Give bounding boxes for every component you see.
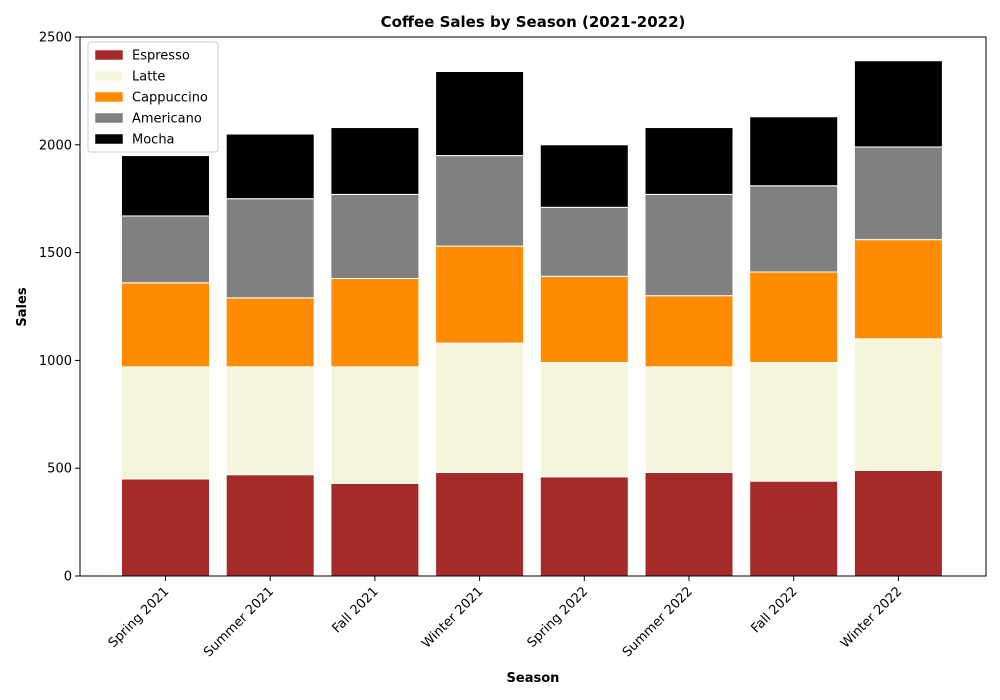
y-axis: 0 500 1000 1500 2000 2500 [39, 31, 80, 585]
x-tick-label: Winter 2022 [838, 584, 905, 651]
bar-cappuccino-3 [330, 277, 420, 368]
y-tick-label: 0 [64, 570, 72, 585]
x-tick-label: Summer 2021 [201, 584, 277, 660]
legend-swatch-latte [94, 70, 124, 82]
bar-americano-8 [853, 146, 943, 241]
bar-espresso-4 [435, 472, 525, 577]
legend-label-mocha: Mocha [132, 133, 175, 148]
bar-cappuccino-2 [225, 297, 315, 368]
y-tick-label: 500 [47, 462, 72, 477]
plot-frame [79, 36, 987, 577]
x-tick-label: Fall 2021 [330, 584, 382, 636]
bar-latte-7 [749, 362, 839, 482]
bar-espresso-3 [330, 482, 420, 577]
bar-espresso-5 [539, 476, 629, 577]
bar-americano-6 [644, 193, 734, 297]
legend-label-cappuccino: Cappuccino [132, 91, 208, 106]
y-tick-label: 2000 [39, 138, 72, 153]
bar-espresso-8 [853, 469, 943, 577]
bar-mocha-4 [435, 70, 525, 157]
bar-mocha-6 [644, 127, 734, 195]
x-tick-label: Summer 2022 [620, 584, 696, 660]
bar-mocha-2 [225, 133, 315, 200]
bar-mocha-8 [853, 60, 943, 148]
x-axis-label: Season [507, 671, 560, 686]
y-tick-label: 2500 [39, 31, 72, 46]
bar-cappuccino-1 [121, 282, 210, 368]
bar-cappuccino-5 [539, 275, 629, 364]
legend-box [87, 41, 219, 153]
bar-espresso-2 [225, 474, 315, 577]
legend-swatch-americano [94, 112, 124, 124]
y-tick-label: 1000 [39, 354, 72, 369]
x-tick-label: Fall 2022 [748, 584, 800, 636]
bar-latte-2 [225, 366, 315, 476]
bar-americano-4 [435, 155, 525, 247]
bar-espresso-1 [121, 478, 210, 577]
y-axis-label: Sales [15, 287, 30, 326]
x-axis: Spring 2021 Summer 2021 Fall 2021 Winter 20… [106, 576, 905, 660]
x-tick-label: Spring 2021 [106, 584, 173, 651]
bar-americano-3 [330, 193, 420, 279]
bar-cappuccino-4 [435, 245, 525, 344]
bar-mocha-7 [749, 116, 839, 187]
chart-title: Coffee Sales by Season (2021-2022) [381, 13, 686, 31]
bar-espresso-6 [644, 472, 734, 577]
legend-label-latte: Latte [132, 70, 165, 85]
bar-espresso-7 [749, 480, 839, 577]
bar-americano-1 [121, 215, 210, 284]
bar-latte-3 [330, 366, 420, 484]
bar-latte-5 [539, 362, 629, 478]
bar-latte-8 [853, 338, 943, 471]
bar-cappuccino-7 [749, 271, 839, 364]
bar-americano-5 [539, 206, 629, 277]
x-tick-label: Winter 2021 [419, 584, 486, 651]
legend-swatch-mocha [94, 133, 124, 145]
legend-swatch-espresso [94, 49, 124, 61]
x-tick-label: Spring 2022 [525, 584, 592, 651]
bar-americano-7 [749, 185, 839, 273]
bar-mocha-3 [330, 127, 420, 195]
bar-cappuccino-6 [644, 295, 734, 368]
bar-mocha-1 [121, 155, 210, 217]
bar-latte-4 [435, 342, 525, 474]
y-tick-label: 1500 [39, 246, 72, 261]
legend: Espresso Latte Cappuccino Americano Mocha [87, 41, 219, 153]
bar-mocha-5 [539, 144, 629, 208]
bar-latte-6 [644, 366, 734, 474]
bar-cappuccino-8 [853, 239, 943, 340]
bar-latte-1 [121, 366, 210, 480]
legend-swatch-cappuccino [94, 91, 124, 103]
legend-label-espresso: Espresso [132, 49, 190, 64]
legend-label-americano: Americano [132, 112, 202, 127]
bars-group [121, 60, 943, 577]
bar-americano-2 [225, 198, 315, 299]
